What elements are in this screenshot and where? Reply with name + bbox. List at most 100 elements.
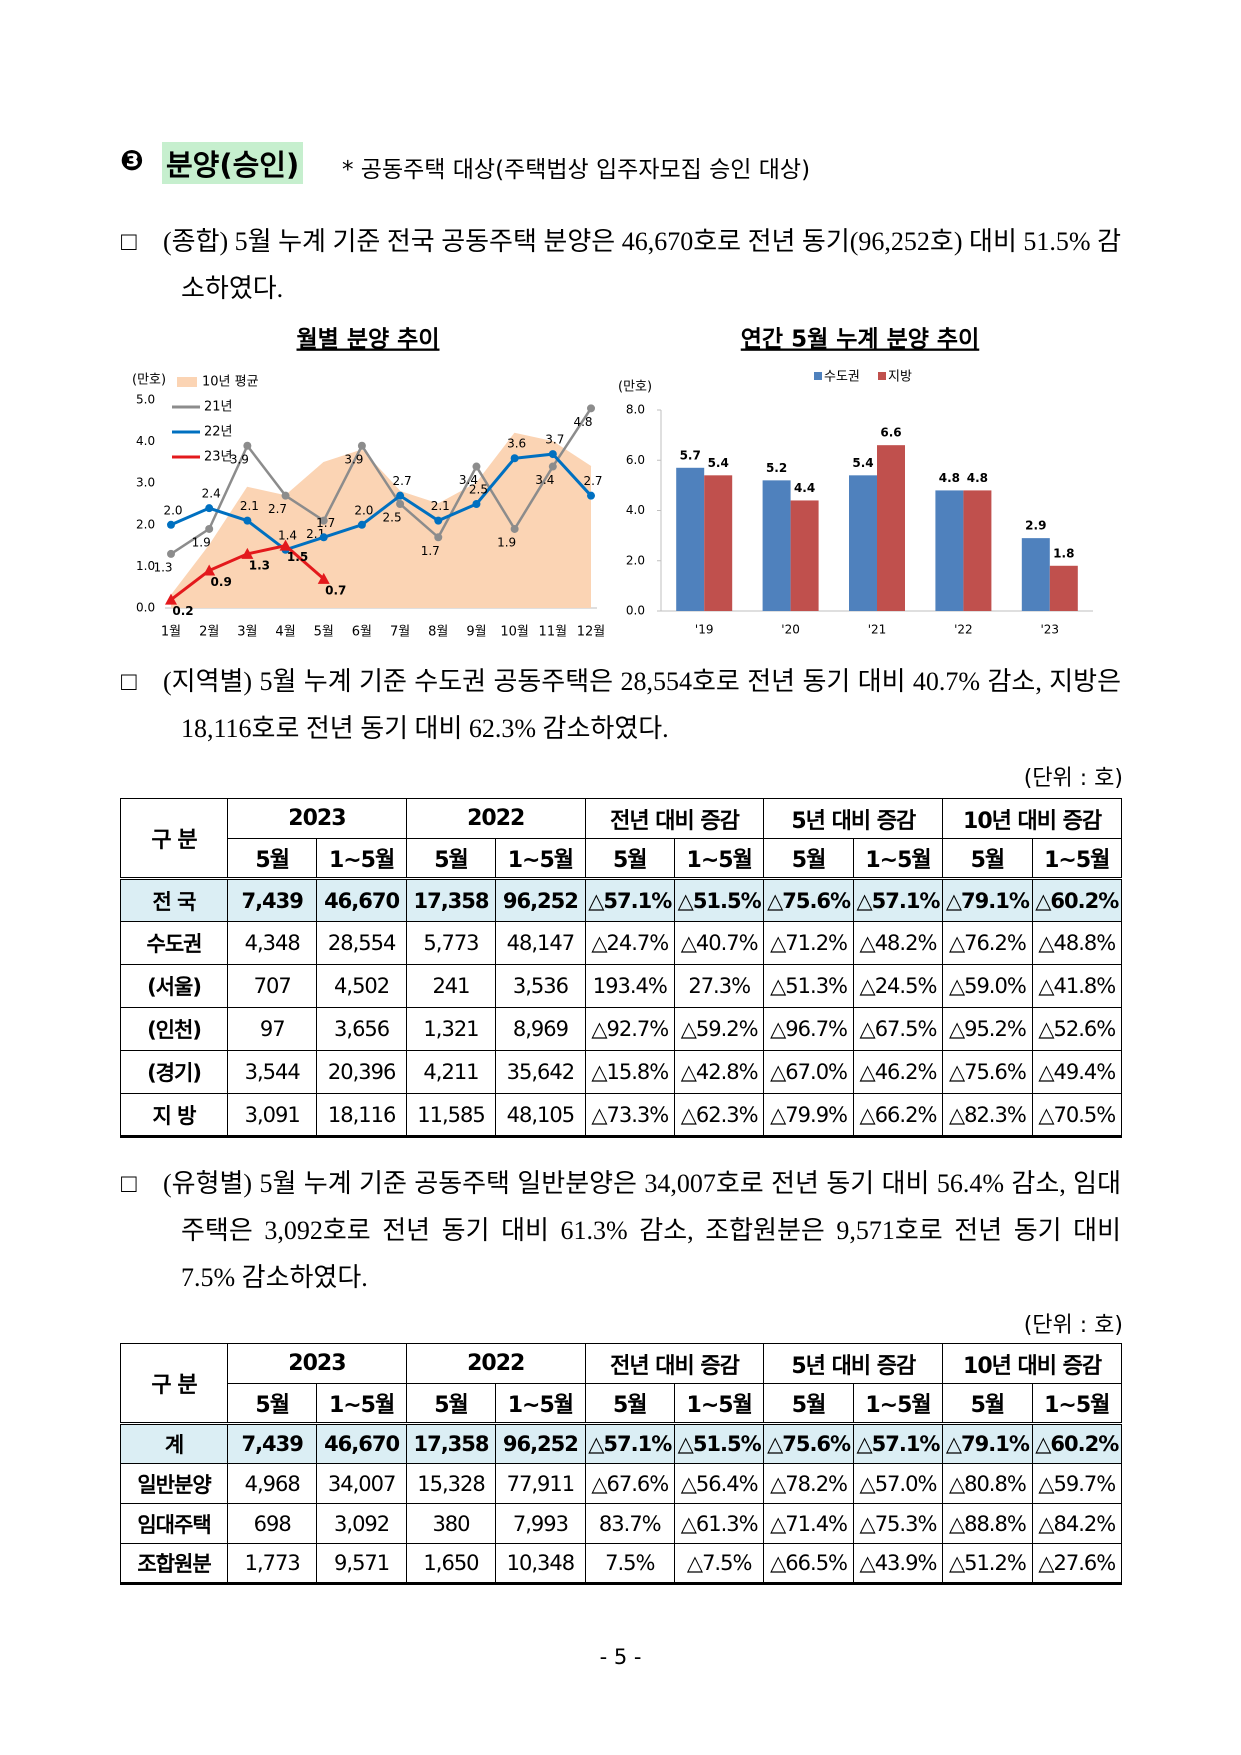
marker xyxy=(434,533,443,542)
marker xyxy=(434,516,443,525)
data-label: 2.7 xyxy=(268,502,287,516)
bar xyxy=(1021,538,1050,611)
cell: 11,585 xyxy=(405,1093,497,1138)
cell: △51.2% xyxy=(942,1543,1033,1585)
y-tick-label: 6.0 xyxy=(626,453,645,467)
cell: △24.5% xyxy=(852,964,944,1008)
data-label: 3.6 xyxy=(507,437,526,451)
cell: △75.6% xyxy=(763,1422,854,1464)
cell: 1~5월 xyxy=(495,1383,586,1424)
cell: △41.8% xyxy=(1031,964,1122,1008)
cell: △76.2% xyxy=(942,921,1033,965)
cell: △56.4% xyxy=(673,1463,765,1504)
cell: 698 xyxy=(226,1503,318,1544)
cell: 241 xyxy=(405,964,497,1008)
data-label: 5.4 xyxy=(708,456,729,470)
x-tick-label: 7월 xyxy=(390,625,410,640)
y-tick-label: 1.0 xyxy=(136,559,155,573)
marker xyxy=(396,491,405,500)
bar xyxy=(849,475,877,611)
paragraph: □ (종합) 5월 누계 기준 전국 공동주택 분양은 46,670호로 전년 동… xyxy=(121,218,1121,312)
y-axis-label: (만호) xyxy=(132,373,166,388)
chart-title: 연간 5월 누계 분양 추이 xyxy=(741,327,979,353)
marker xyxy=(587,404,595,413)
marker xyxy=(510,454,519,463)
data-label: 5.4 xyxy=(852,456,873,470)
cell: △67.0% xyxy=(763,1050,854,1094)
cell: 27.3% xyxy=(673,964,765,1008)
cell: △73.3% xyxy=(584,1093,675,1138)
cell: △43.9% xyxy=(852,1543,944,1585)
cell: 35,642 xyxy=(495,1050,586,1094)
data-label: 1.7 xyxy=(421,544,440,558)
legend-label: 22년 xyxy=(204,425,233,440)
data-label: 0.2 xyxy=(172,604,193,618)
cell: 전 국 xyxy=(120,877,228,922)
cell: 전년 대비 증감 xyxy=(584,1343,765,1384)
cell: 46,670 xyxy=(316,1422,407,1464)
marker xyxy=(357,441,366,450)
x-tick-label: 5월 xyxy=(314,625,334,640)
page-number: - 5 - xyxy=(599,1645,642,1669)
x-tick-label: '21 xyxy=(868,623,887,637)
data-label: 2.1 xyxy=(240,499,259,513)
cell: △15.8% xyxy=(584,1050,675,1094)
legend-label: 수도권 xyxy=(824,370,860,385)
cell: 17,358 xyxy=(405,877,497,922)
x-tick-label: '20 xyxy=(781,623,800,637)
cell: 5월 xyxy=(942,838,1033,879)
cell: 2022 xyxy=(405,1343,586,1384)
cell: 4,348 xyxy=(226,921,318,965)
data-label: 2.1 xyxy=(431,499,450,513)
marker xyxy=(205,524,214,533)
marker xyxy=(167,520,175,529)
cell: 임대주택 xyxy=(120,1503,228,1544)
x-tick-label: 8월 xyxy=(428,625,448,640)
data-label: 3.9 xyxy=(230,452,249,466)
bar xyxy=(790,500,819,611)
cell: △61.3% xyxy=(673,1503,765,1544)
marker xyxy=(279,539,292,551)
cell: △80.8% xyxy=(942,1463,1033,1504)
legend-label: 지방 xyxy=(888,370,912,385)
data-label: 5.7 xyxy=(680,448,701,462)
y-tick-label: 4.0 xyxy=(626,503,645,517)
paragraph: □ (지역별) 5월 누계 기준 수도권 공동주택은 28,554호로 전년 동기… xyxy=(121,658,1121,752)
legend-swatch xyxy=(878,372,886,380)
bar xyxy=(1049,565,1078,611)
cell: △67.6% xyxy=(584,1463,675,1504)
cell: △57.1% xyxy=(852,877,944,922)
marker xyxy=(203,564,216,576)
data-label: 2.5 xyxy=(469,483,488,497)
x-tick-label: '23 xyxy=(1041,623,1060,637)
data-label: 3.7 xyxy=(545,433,564,447)
marker xyxy=(510,524,519,533)
cell: 5월 xyxy=(763,838,854,879)
cell: △42.8% xyxy=(673,1050,765,1094)
cell: △49.4% xyxy=(1031,1050,1122,1094)
line xyxy=(170,407,593,555)
area-fill xyxy=(171,433,591,608)
bar xyxy=(935,490,964,611)
section-number: ❸ xyxy=(120,144,144,177)
cell: 4,502 xyxy=(316,964,407,1008)
x-tick-label: 2월 xyxy=(199,625,219,640)
marker xyxy=(241,547,254,559)
marker xyxy=(243,516,252,525)
cell: 380 xyxy=(405,1503,497,1544)
data-label: 2.0 xyxy=(354,503,373,517)
cell: △59.0% xyxy=(942,964,1033,1008)
cell: (경기) xyxy=(120,1050,228,1094)
y-tick-label: 5.0 xyxy=(136,393,155,407)
cell: 지 방 xyxy=(120,1093,228,1138)
cell: △57.0% xyxy=(852,1463,944,1504)
marker xyxy=(165,593,177,605)
cell: 7,439 xyxy=(226,877,318,922)
cell: △82.3% xyxy=(942,1093,1033,1138)
cell: 97 xyxy=(226,1007,318,1051)
cell: 17,358 xyxy=(405,1422,497,1464)
data-label: 1.3 xyxy=(249,558,270,572)
paragraph-text: (종합) 5월 누계 기준 전국 공동주택 분양은 46,670호로 전년 동기… xyxy=(163,227,1121,303)
data-label: 0.7 xyxy=(325,583,346,597)
cell: 96,252 xyxy=(495,1422,586,1464)
